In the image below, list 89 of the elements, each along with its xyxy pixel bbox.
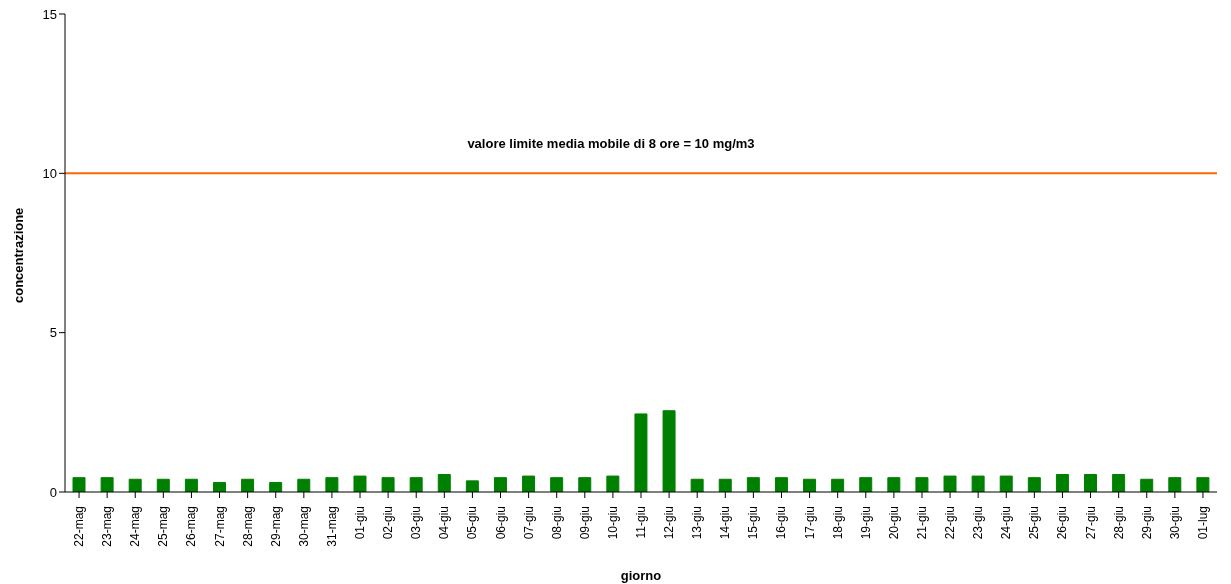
bar xyxy=(915,477,929,492)
x-tick-label: 23-mag xyxy=(100,506,115,547)
x-tick-label: 25-giu xyxy=(1027,506,1042,540)
x-tick-label: 05-giu xyxy=(465,506,480,540)
bar xyxy=(887,477,901,492)
x-tick-label: 07-giu xyxy=(521,506,536,540)
bar xyxy=(325,477,339,492)
x-tick-label: 22-mag xyxy=(72,506,87,547)
bar xyxy=(1196,477,1210,492)
x-tick-label: 30-giu xyxy=(1167,506,1182,540)
x-tick-label: 26-mag xyxy=(184,506,199,547)
bar xyxy=(353,475,367,492)
y-tick-label: 15 xyxy=(42,6,57,22)
x-tick-label: 10-giu xyxy=(605,506,620,540)
bar xyxy=(662,410,676,492)
x-tick-label: 24-giu xyxy=(999,506,1014,540)
ref-line-label: valore limite media mobile di 8 ore = 10 mg/m3 xyxy=(467,136,755,152)
bar xyxy=(156,478,170,492)
x-tick-label: 06-giu xyxy=(493,506,508,540)
x-tick-label: 22-giu xyxy=(943,506,958,540)
x-tick-label: 11-giu xyxy=(634,506,648,539)
bar xyxy=(72,477,86,492)
bar xyxy=(241,478,255,492)
x-tick-label: 04-giu xyxy=(437,506,452,540)
x-axis-title: giorno xyxy=(620,568,662,583)
x-tick-label: 02-giu xyxy=(381,506,396,540)
bar xyxy=(409,477,423,492)
bar xyxy=(718,478,732,492)
bar xyxy=(578,477,592,492)
x-tick-label: 28-giu xyxy=(1111,506,1126,540)
bar xyxy=(1027,477,1041,492)
y-tick-label: 0 xyxy=(49,484,57,500)
bar xyxy=(999,475,1013,492)
bar xyxy=(943,475,957,492)
x-tick-label: 29-mag xyxy=(268,506,283,547)
bar xyxy=(803,478,817,492)
bar xyxy=(1140,478,1154,492)
bar xyxy=(381,477,395,492)
bar xyxy=(1055,473,1069,492)
bar xyxy=(971,475,985,492)
x-tick-label: 27-mag xyxy=(212,506,227,547)
bar xyxy=(690,478,704,492)
x-tick-label: 13-giu xyxy=(690,506,705,540)
x-tick-label: 18-giu xyxy=(830,506,845,540)
x-tick-label: 30-mag xyxy=(296,506,311,547)
x-tick-label: 01-lug xyxy=(1195,506,1210,540)
bar xyxy=(1084,473,1098,492)
x-tick-label: 20-giu xyxy=(886,506,901,540)
x-tick-label: 01-giu xyxy=(353,506,368,540)
x-tick-label: 26-giu xyxy=(1055,506,1070,540)
x-tick-label: 19-giu xyxy=(858,506,873,540)
bar xyxy=(297,478,311,492)
x-tick-label: 27-giu xyxy=(1083,506,1098,540)
bar xyxy=(269,481,283,492)
x-tick-label: 24-mag xyxy=(128,506,143,547)
bar xyxy=(522,475,536,492)
x-tick-label: 29-giu xyxy=(1139,506,1154,540)
bar xyxy=(128,478,142,492)
x-tick-label: 31-mag xyxy=(324,506,339,547)
bar xyxy=(1168,477,1182,492)
x-tick-label: 09-giu xyxy=(577,506,592,540)
bar xyxy=(100,477,114,492)
x-tick-label: 25-mag xyxy=(156,506,171,547)
x-tick-label: 12-giu xyxy=(662,506,677,540)
bar xyxy=(184,478,198,492)
y-tick-label: 5 xyxy=(49,325,57,341)
bar xyxy=(774,477,788,492)
bar xyxy=(831,478,845,492)
x-tick-label: 21-giu xyxy=(914,506,929,540)
x-tick-label: 17-giu xyxy=(802,506,817,540)
y-tick-label: 10 xyxy=(42,165,57,181)
bar xyxy=(493,477,507,492)
x-tick-label: 23-giu xyxy=(971,506,986,540)
bar xyxy=(606,475,620,492)
bar xyxy=(465,480,479,492)
bar xyxy=(550,477,564,492)
x-tick-label: 16-giu xyxy=(774,506,789,540)
x-tick-label: 08-giu xyxy=(549,506,564,540)
bar xyxy=(437,473,451,492)
x-tick-label: 15-giu xyxy=(746,506,761,540)
x-tick-label: 03-giu xyxy=(409,506,424,540)
bar xyxy=(746,477,760,492)
bar xyxy=(212,481,226,492)
bar xyxy=(859,477,873,492)
x-tick-label: 14-giu xyxy=(718,506,733,540)
bar xyxy=(634,413,648,492)
bar xyxy=(1112,473,1126,492)
y-axis-title: concentrazione xyxy=(10,207,26,303)
x-tick-label: 28-mag xyxy=(240,506,255,547)
